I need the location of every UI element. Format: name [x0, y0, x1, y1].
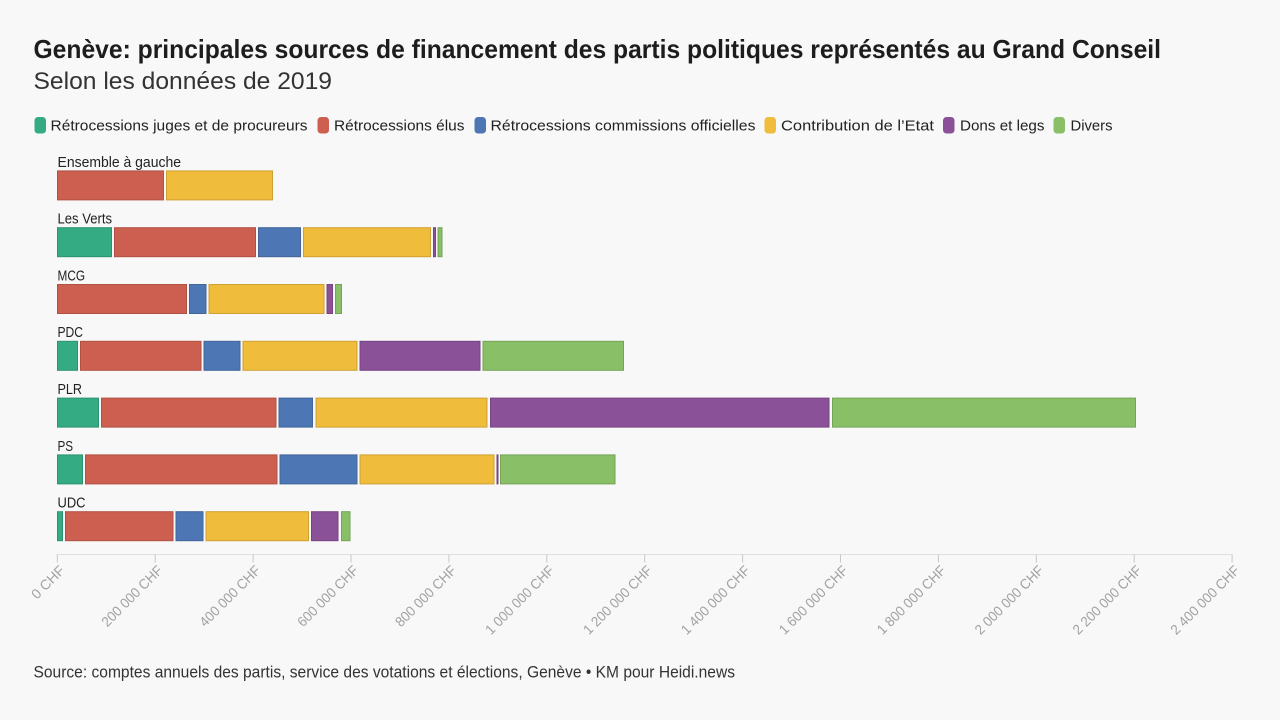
svg-text:Source: comptes annuels des pa: Source: comptes annuels des partis, serv… [34, 664, 736, 682]
svg-text:Les Verts: Les Verts [58, 211, 113, 228]
svg-text:UDC: UDC [58, 495, 86, 512]
svg-text:Rétrocessions commissions offi: Rétrocessions commissions officielles [491, 118, 756, 135]
svg-text:PDC: PDC [58, 324, 84, 341]
svg-text:Dons et legs: Dons et legs [960, 118, 1045, 135]
svg-text:Ensemble à gauche: Ensemble à gauche [58, 154, 182, 171]
svg-text:Selon les données de 2019: Selon les données de 2019 [34, 68, 333, 95]
svg-text:Divers: Divers [1071, 118, 1113, 135]
svg-text:Contribution de l’Etat: Contribution de l’Etat [781, 118, 935, 135]
svg-text:PS: PS [58, 438, 74, 455]
svg-text:MCG: MCG [58, 267, 86, 284]
svg-text:Rétrocessions élus: Rétrocessions élus [334, 118, 465, 135]
svg-text:Genève: principales sources de: Genève: principales sources de financeme… [34, 34, 1162, 64]
svg-text:PLR: PLR [58, 381, 83, 398]
svg-text:Rétrocessions juges et de proc: Rétrocessions juges et de procureurs [51, 118, 308, 135]
